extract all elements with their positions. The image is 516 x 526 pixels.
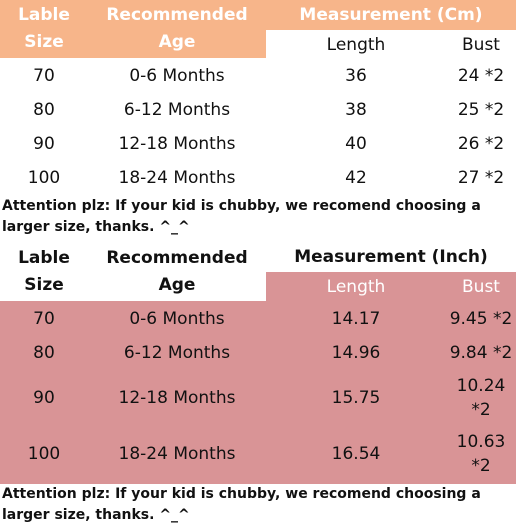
inch-row-age: 0-6 Months [88,304,266,334]
inch-row-length: 14.96 [266,338,446,368]
inch-cell: 100 [27,444,61,464]
cm-header-length-label: Length [326,35,386,55]
inch-row-length: 16.54 [266,428,446,480]
inch-header-length-label: Length [326,276,386,297]
cm-row-length: 40 [266,129,446,159]
cm-cell: 36 [345,66,367,86]
cm-cell: 24 *2 [457,66,505,86]
cm-cell: 40 [345,134,367,154]
inch-row-size: 90 [0,372,88,424]
inch-header-length: Length [266,272,446,301]
inch-row-size: 100 [0,428,88,480]
inch-row-length: 15.75 [266,372,446,424]
cm-cell: 70 [33,66,55,86]
cm-row-bust: 27 *2 [416,163,516,193]
cm-row-size: 100 [0,163,88,193]
inch-row-bust: 10.63 *2 [416,428,516,480]
cm-row-age: 18-24 Months [88,163,266,193]
cm-cell: 26 *2 [457,134,505,154]
inch-cell: 12-18 Months [118,388,236,408]
inch-row-size: 70 [0,304,88,334]
inch-row-bust: 10.24 *2 [416,372,516,424]
inch-row-bust: 9.45 *2 [416,304,516,334]
cm-row-bust: 25 *2 [416,95,516,125]
cm-cell: 25 *2 [457,100,505,120]
cm-size-table: Lable Size Recommended Age Measurement (… [0,0,516,195]
cm-header-measurement-title: Measurement (Cm) [299,4,483,25]
inch-cell: 90 [33,388,55,408]
inch-row-age: 12-18 Months [88,372,266,424]
inch-cell: 9.84 *2 [449,343,513,363]
inch-cell: *2 [471,456,491,476]
inch-cell: 10.63 [456,432,506,452]
inch-header-size: Lable Size [0,242,88,301]
cm-row-bust: 24 *2 [416,61,516,91]
inch-cell: 18-24 Months [118,444,236,464]
inch-header-age-line2: Age [158,274,196,295]
cm-cell: 18-24 Months [118,168,236,188]
inch-cell: 80 [33,343,55,363]
inch-header-bust: Bust [416,272,516,301]
inch-cell: 10.24 [456,376,506,396]
inch-cell: 0-6 Months [129,309,225,329]
cm-cell: 42 [345,168,367,188]
cm-row-length: 38 [266,95,446,125]
cm-row-length: 42 [266,163,446,193]
cm-attention-note: Attention plz: If your kid is chubby, we… [2,198,481,235]
inch-cell: 6-12 Months [123,343,231,363]
cm-header-size-line2: Size [24,32,64,52]
cm-cell: 12-18 Months [118,134,236,154]
inch-row-age: 6-12 Months [88,338,266,368]
cm-cell: 27 *2 [457,168,505,188]
cm-cell: 6-12 Months [123,100,231,120]
inch-header-size-line1: Lable [18,247,70,268]
cm-header-length: Length [266,30,446,60]
cm-header-age-line2: Age [158,32,196,52]
cm-header-size-line1: Lable [18,5,70,25]
inch-header-size-line2: Size [24,274,64,295]
cm-header-bust-label: Bust [462,35,500,55]
cm-cell: 90 [33,134,55,154]
cm-row-size: 90 [0,129,88,159]
cm-cell: 0-6 Months [129,66,225,86]
inch-row-bust: 9.84 *2 [416,338,516,368]
inch-header-age: Recommended Age [88,242,266,301]
cm-row-size: 80 [0,95,88,125]
cm-header-size: Lable Size [0,0,88,58]
inch-cell: 9.45 *2 [449,309,513,329]
inch-header-measurement-title: Measurement (Inch) [294,246,488,267]
inch-cell: 14.17 [331,309,381,329]
cm-row-age: 0-6 Months [88,61,266,91]
inch-attention-note: Attention plz: If your kid is chubby, we… [2,486,481,523]
cm-row-length: 36 [266,61,446,91]
cm-cell: 38 [345,100,367,120]
cm-cell: 80 [33,100,55,120]
cm-row-age: 6-12 Months [88,95,266,125]
inch-size-table: Lable Size Recommended Age Measurement (… [0,242,516,484]
inch-cell: 14.96 [331,343,381,363]
inch-row-length: 14.17 [266,304,446,334]
cm-header-age-line1: Recommended [106,5,248,25]
inch-row-size: 80 [0,338,88,368]
cm-row-size: 70 [0,61,88,91]
inch-header-measurement: Measurement (Inch) [266,242,516,272]
inch-header-age-line1: Recommended [106,247,248,268]
inch-cell: 15.75 [331,388,381,408]
cm-row-age: 12-18 Months [88,129,266,159]
inch-table-pink-body [0,301,516,484]
inch-table-pink-header-right [266,272,516,301]
inch-cell: 70 [33,309,55,329]
cm-row-bust: 26 *2 [416,129,516,159]
cm-header-age: Recommended Age [88,0,266,58]
cm-header-bust: Bust [416,30,516,60]
cm-header-measurement: Measurement (Cm) [266,0,516,30]
inch-cell: 16.54 [331,444,381,464]
inch-cell: *2 [471,400,491,420]
inch-header-bust-label: Bust [462,276,500,297]
cm-cell: 100 [27,168,61,188]
inch-row-age: 18-24 Months [88,428,266,480]
